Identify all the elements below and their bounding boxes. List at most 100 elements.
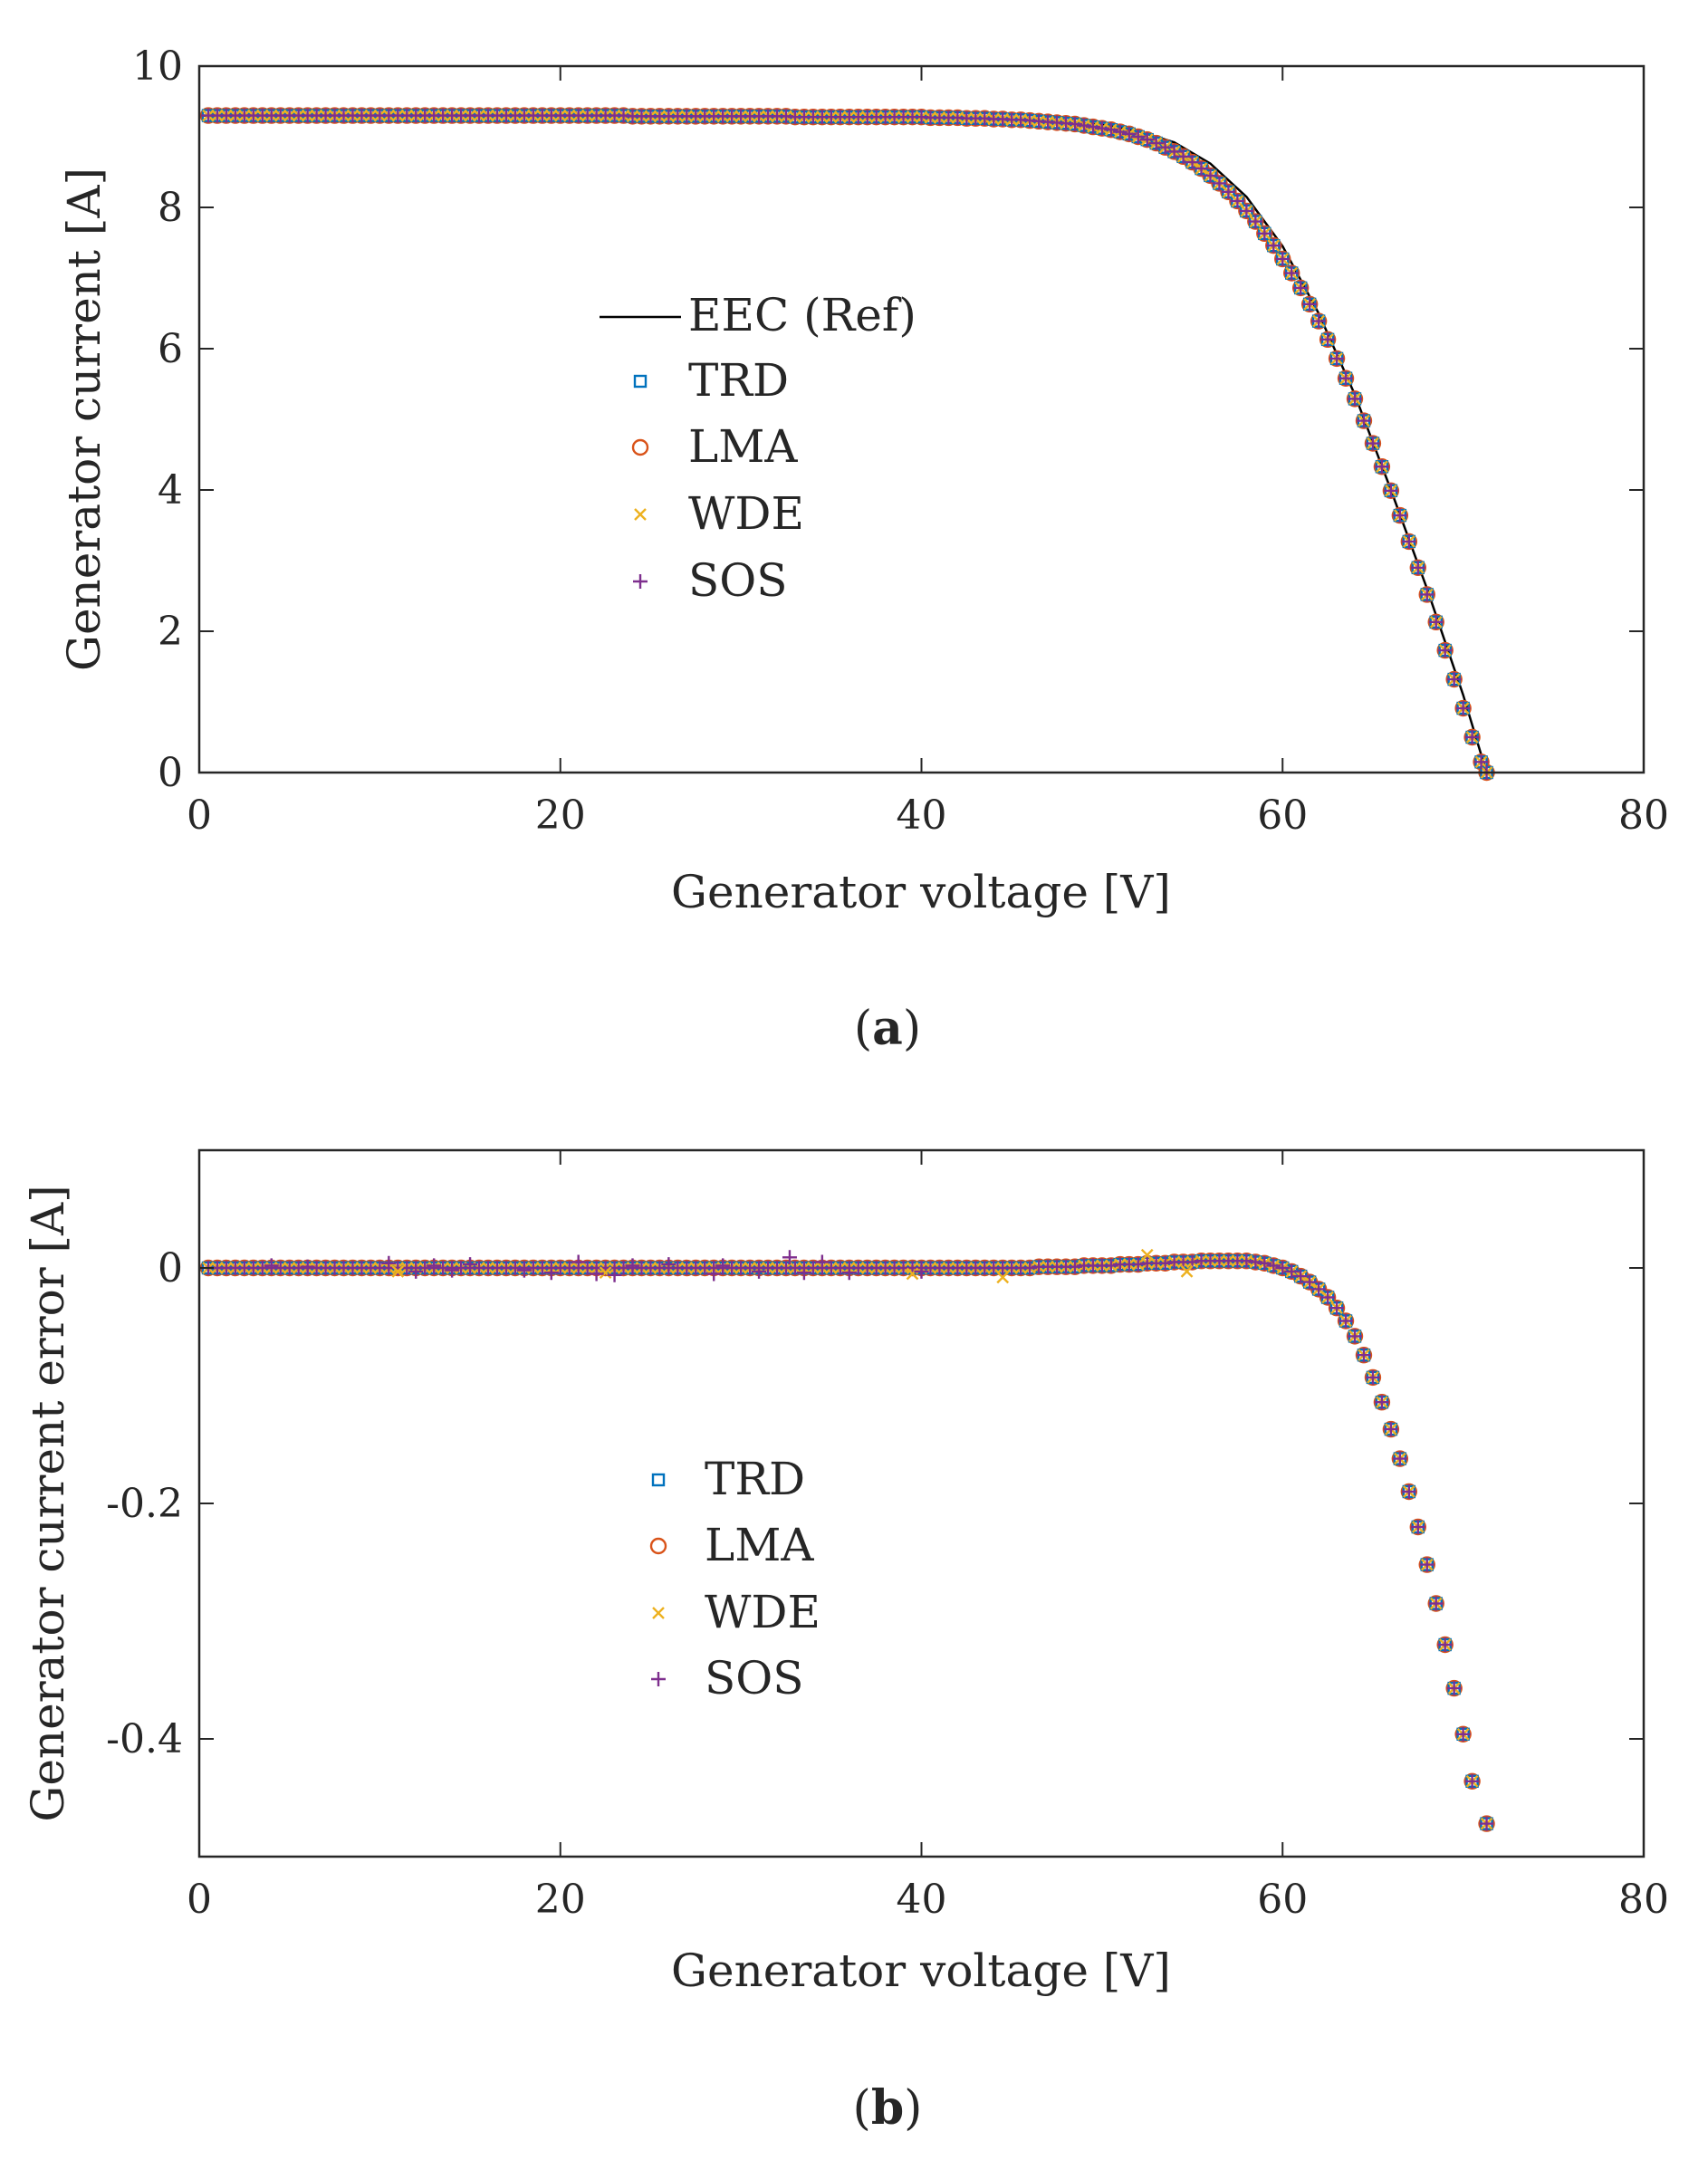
sos-data-point [1103,122,1118,138]
sos-data-point [1428,1596,1444,1611]
y-tick-label: 4 [158,467,183,514]
sos-data-point [1339,370,1354,386]
sos-data-point [1293,280,1309,295]
sos-data-point [1221,184,1236,199]
sos-data-point [1085,120,1100,135]
sos-data-point [1067,1259,1082,1274]
sos-data-point [1067,116,1082,131]
sos-data-point [1266,238,1281,254]
sos-outlier-point [427,1258,442,1273]
sos-data-point [1076,118,1091,133]
legend-entry-sos: SOS [633,554,788,607]
sos-data-point [1473,754,1489,770]
sos-data-point [1348,1329,1362,1344]
legend-swatch-lma [631,438,649,456]
sos-outlier-point [264,1258,279,1273]
wde-outlier-point [391,1265,405,1278]
sos-data-point [1464,1773,1480,1789]
legend-label-lma: LMA [688,420,798,473]
sos-data-point [1437,643,1453,658]
y-tick-label: 0 [158,1245,183,1291]
panel-b-y-axis-label: Generator current error [A] [22,1185,74,1821]
legend-swatch-sos [633,574,648,589]
x-tick-label: 80 [1618,1877,1669,1923]
sos-outlier-point [589,1266,604,1282]
sos-data-point [1239,203,1254,218]
sos-data-point [1166,144,1182,159]
sos-data-point [1130,130,1146,144]
legend-entry-lma: LMA [631,420,798,473]
sos-outlier-point [625,1258,640,1273]
sos-data-point [1329,350,1345,366]
sos-data-point [1157,139,1173,155]
sos-data-point [1455,1726,1471,1742]
sos-data-point [1455,701,1471,716]
sos-outlier-point [543,1265,559,1281]
legend-entry-sos: SOS [651,1652,804,1704]
sos-outlier-point [814,1254,830,1270]
x-tick-label: 40 [897,1877,947,1923]
sos-data-point [1401,1484,1416,1499]
legend-label-trd: TRD [688,354,789,407]
sos-data-point [1203,168,1218,183]
legend-entry-trd: TRD [651,1453,805,1505]
sos-data-point [1284,265,1300,281]
legend-entry-eec-ref: EEC (Ref) [600,289,916,341]
sos-data-point [1094,120,1109,136]
panel-b-ticks: 0 20 40 60 80 -0.4 -0.2 0 [106,1150,1669,1923]
sos-data-point [1446,1681,1462,1696]
x-tick-label: 20 [535,792,586,839]
y-tick-label: -0.4 [106,1716,183,1762]
sos-data-point [1410,560,1425,575]
legend-swatch-sos [651,1672,666,1686]
panel-b-x-axis-label: Generator voltage [V] [671,1944,1171,1997]
sos-data-point [1365,436,1380,451]
y-tick-label: 10 [132,43,183,90]
sos-data-point [1311,313,1327,329]
sos-data-point [1239,1253,1254,1269]
sos-outlier-point [796,1265,811,1281]
sos-outlier-point [445,1263,460,1278]
sos-data-point [1320,1290,1336,1305]
panel-b-data-layer [199,1248,1495,1832]
legend-label-trd: TRD [705,1453,805,1505]
sos-data-point [1302,296,1318,312]
sos-data-point [1356,1348,1371,1363]
legend-swatch-wde [634,508,647,521]
panel-b-chart: 0 20 40 60 80 -0.4 -0.2 0 Generator voltage [V]… [22,1148,1669,2136]
panel-b-plot-area [199,1150,1644,1857]
legend-trd-square-marker [651,1473,666,1487]
panel-a-caption: (a) [854,1001,921,1056]
legend-label-lma: LMA [705,1519,814,1571]
wde-outlier-point [599,1266,612,1280]
sos-data-point [1479,1816,1494,1831]
legend-sos-plus-marker [651,1672,666,1686]
sos-data-point [1022,1261,1038,1275]
sos-data-point [1212,176,1227,191]
sos-data-point [1428,614,1444,629]
sos-data-point [1339,1313,1354,1329]
sos-data-point [1293,1269,1309,1284]
legend-label-wde: WDE [705,1586,820,1638]
sos-data-point [1257,226,1272,241]
y-tick-label: 8 [158,185,183,231]
sos-outlier-point [752,1263,767,1279]
x-tick-label: 80 [1618,792,1669,839]
legend-lma-circle-marker [649,1537,667,1555]
x-tick-label: 60 [1257,1877,1308,1923]
legend-wde-x-marker [652,1607,665,1619]
wde-outlier-point [996,1271,1010,1284]
sos-data-point [1329,1301,1345,1316]
sos-data-point [1464,730,1480,744]
sos-data-point [1374,1395,1389,1410]
legend-entry-trd: TRD [633,354,789,407]
sos-outlier-point [571,1254,586,1270]
sos-data-point [1275,1261,1291,1275]
y-tick-label: 2 [158,609,183,655]
panel-b-caption: (b) [853,2080,923,2136]
y-tick-label: 6 [158,326,183,372]
sos-data-point [1356,413,1371,428]
sos-outlier-point [841,1265,857,1281]
sos-outlier-point [914,1263,929,1279]
panel-a-plot-area [199,66,1644,773]
